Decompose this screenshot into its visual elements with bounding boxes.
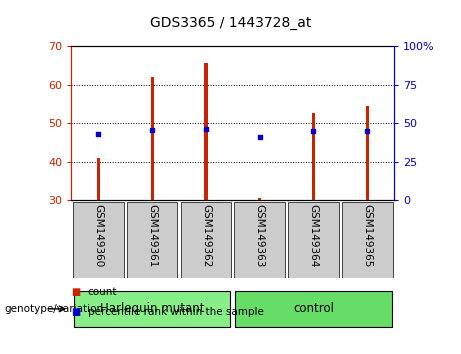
Point — [95, 131, 102, 137]
Text: GSM149361: GSM149361 — [147, 204, 157, 267]
Text: GSM149360: GSM149360 — [93, 204, 103, 267]
Bar — [258, 198, 261, 200]
Text: control: control — [293, 302, 334, 315]
Point — [364, 129, 371, 134]
Bar — [342, 202, 392, 278]
Text: Harlequin mutant: Harlequin mutant — [100, 302, 204, 315]
Bar — [236, 291, 391, 327]
Text: count: count — [88, 287, 117, 297]
Bar — [366, 106, 369, 200]
Bar — [312, 113, 315, 200]
Point — [310, 129, 317, 134]
Text: percentile rank within the sample: percentile rank within the sample — [88, 307, 264, 316]
Bar — [73, 202, 124, 278]
Text: GSM149363: GSM149363 — [254, 204, 265, 267]
Text: ■: ■ — [71, 307, 81, 316]
Text: ■: ■ — [71, 287, 81, 297]
Bar — [150, 77, 154, 200]
Point — [148, 127, 156, 133]
Point — [256, 134, 263, 140]
Point — [202, 126, 210, 132]
Bar — [204, 63, 207, 200]
Text: GSM149365: GSM149365 — [362, 204, 372, 267]
Bar — [234, 202, 285, 278]
Text: GSM149364: GSM149364 — [308, 204, 319, 267]
Bar — [181, 202, 231, 278]
Text: GDS3365 / 1443728_at: GDS3365 / 1443728_at — [150, 16, 311, 30]
Text: GSM149362: GSM149362 — [201, 204, 211, 267]
Text: genotype/variation: genotype/variation — [5, 304, 104, 314]
Bar — [127, 202, 177, 278]
Bar — [97, 158, 100, 200]
Bar — [288, 202, 339, 278]
Bar — [74, 291, 230, 327]
